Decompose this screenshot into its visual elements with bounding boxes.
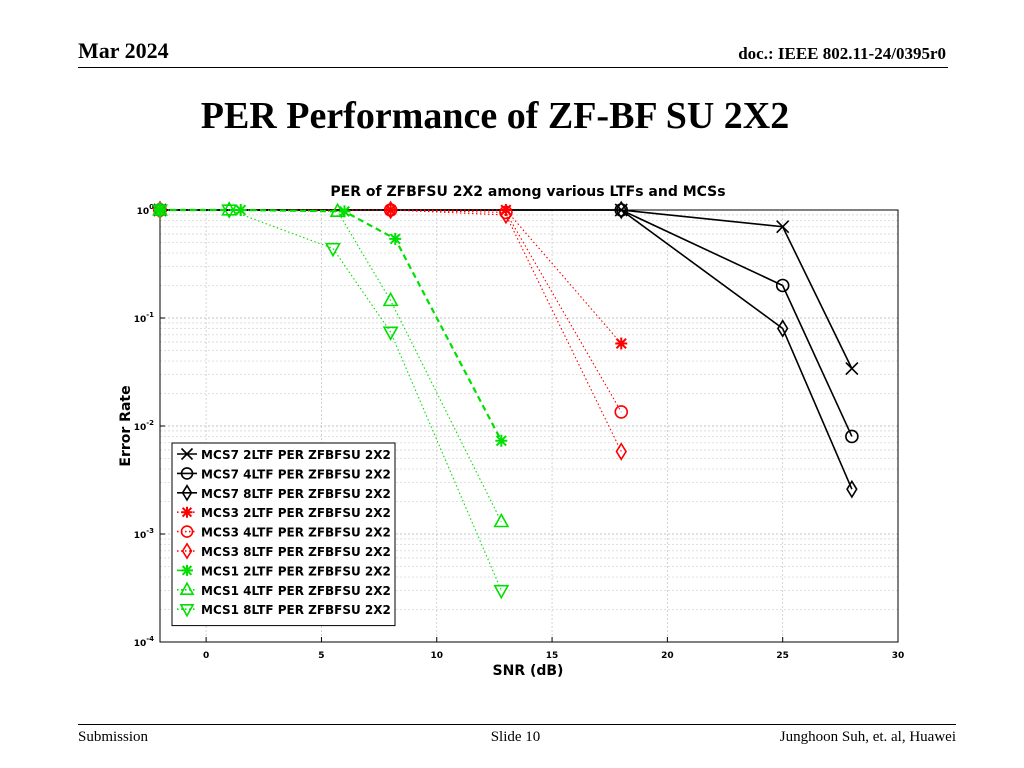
data-point-asterisk: [384, 204, 397, 216]
legend-label: MCS7 4LTF PER ZFBFSU 2X2: [201, 467, 391, 481]
x-tick-label: 15: [546, 651, 559, 661]
series-layer: [152, 200, 859, 600]
legend-item: MCS1 8LTF PER ZFBFSU 2X2: [177, 603, 391, 618]
header-doc-id: doc.: IEEE 802.11-24/0395r0: [738, 44, 946, 63]
data-point-triangle-down: [152, 204, 168, 219]
data-point-x: [180, 447, 194, 461]
data-point-diamond: [181, 484, 193, 502]
legend-item: MCS1 2LTF PER ZFBFSU 2X2: [177, 564, 391, 578]
series-mcs3-4: [153, 203, 629, 419]
data-point-triangle-up: [493, 512, 510, 528]
x-tick-label: 20: [661, 651, 674, 661]
data-point-asterisk: [338, 205, 351, 218]
legend-item: MCS3 2LTF PER ZFBFSU 2X2: [177, 506, 391, 520]
data-point-triangle-up: [329, 202, 346, 218]
data-point-triangle-down: [179, 604, 195, 618]
data-point-diamond: [615, 200, 627, 220]
data-point-circle: [180, 525, 194, 538]
header-rule: [78, 67, 948, 68]
chart-title: PER of ZFBFSU 2X2 among various LTFs and…: [330, 184, 725, 200]
data-point-triangle-down: [382, 326, 399, 341]
data-point-diamond: [384, 200, 397, 220]
data-point-diamond: [181, 542, 193, 560]
data-point-diamond: [776, 319, 789, 338]
legend-label: MCS7 2LTF PER ZFBFSU 2X2: [201, 448, 391, 462]
chart-legend: MCS7 2LTF PER ZFBFSU 2X2 MCS7 4LTF PER ZF…: [171, 442, 396, 627]
y-tick-label: 10-4: [134, 635, 154, 649]
data-point-triangle-up: [152, 201, 168, 216]
legend-item: MCS7 8LTF PER ZFBFSU 2X2: [177, 484, 391, 502]
series-line: [160, 208, 503, 442]
legend-label: MCS1 4LTF PER ZFBFSU 2X2: [201, 584, 391, 598]
series-mcs1-8: [152, 204, 510, 600]
data-point-asterisk: [181, 564, 193, 576]
y-tick-label: 10-1: [134, 311, 154, 325]
data-point-asterisk: [495, 434, 508, 447]
x-tick-label: 5: [318, 651, 324, 661]
data-point-triangle-up: [382, 291, 399, 307]
x-tick-label: 25: [776, 651, 789, 661]
y-tick-label: 100: [137, 203, 155, 217]
data-point-diamond: [846, 479, 858, 499]
data-point-triangle-down: [221, 204, 238, 219]
legend-item: MCS7 2LTF PER ZFBFSU 2X2: [177, 447, 391, 462]
footer-slide-number: Slide 10: [490, 729, 541, 745]
data-point-asterisk: [181, 506, 193, 518]
slide-title: PER Performance of ZF-BF SU 2X2: [200, 95, 790, 137]
legend-label: MCS1 8LTF PER ZFBFSU 2X2: [201, 603, 391, 617]
y-tick-label: 10-2: [134, 419, 154, 433]
data-point-diamond: [500, 205, 512, 225]
chart-ticks: 0 5 10 15 20 25 30 100 10-1 10-2 10-3 10-4: [134, 203, 905, 661]
x-tick-label: 0: [203, 651, 209, 661]
footer-submission: Submission: [78, 729, 149, 745]
footer-rule: [78, 724, 956, 725]
data-point-circle: [614, 405, 629, 419]
series-line: [160, 209, 622, 413]
series-line: [160, 209, 622, 452]
data-point-triangle-down: [493, 584, 510, 600]
legend-item: MCS3 8LTF PER ZFBFSU 2X2: [177, 542, 391, 560]
legend-item: MCS3 4LTF PER ZFBFSU 2X2: [177, 525, 391, 540]
data-point-circle: [775, 278, 790, 293]
data-point-asterisk: [389, 232, 402, 245]
legend-label: MCS3 2LTF PER ZFBFSU 2X2: [201, 506, 391, 520]
data-point-triangle-up: [179, 581, 195, 595]
data-point-circle: [180, 467, 194, 480]
data-point-asterisk: [499, 204, 512, 216]
x-tick-label: 10: [430, 651, 443, 661]
x-tick-label: 30: [892, 651, 905, 661]
series-mcs3-3: [154, 204, 628, 350]
series-line: [160, 209, 622, 344]
data-point-x: [845, 362, 859, 376]
series-mcs1-6: [154, 204, 508, 447]
legend-item: MCS1 4LTF PER ZFBFSU 2X2: [177, 581, 391, 598]
header-date: Mar 2024: [78, 38, 169, 63]
data-point-x: [776, 220, 790, 234]
legend-label: MCS3 8LTF PER ZFBFSU 2X2: [201, 545, 391, 559]
series-mcs1-7: [152, 201, 510, 528]
x-axis-label: SNR (dB): [493, 663, 564, 679]
legend-label: MCS7 8LTF PER ZFBFSU 2X2: [201, 487, 391, 501]
series-mcs3-5: [154, 200, 627, 461]
chart-grid: [160, 210, 899, 643]
data-point-diamond: [615, 442, 627, 461]
legend-item: MCS7 4LTF PER ZFBFSU 2X2: [177, 467, 391, 481]
legend-box: [171, 442, 396, 627]
legend-label: MCS1 2LTF PER ZFBFSU 2X2: [201, 564, 391, 578]
data-point-triangle-down: [325, 242, 341, 258]
footer-authors: Junghoon Suh, et. al, Huawei: [779, 729, 956, 745]
series-mcs7-0: [153, 203, 859, 376]
data-point-asterisk: [615, 337, 628, 350]
y-axis-label: Error Rate: [118, 385, 134, 466]
y-tick-label: 10-3: [134, 527, 154, 541]
legend-label: MCS3 4LTF PER ZFBFSU 2X2: [201, 526, 391, 540]
data-point-circle: [845, 429, 859, 444]
data-point-triangle-up: [221, 201, 238, 216]
